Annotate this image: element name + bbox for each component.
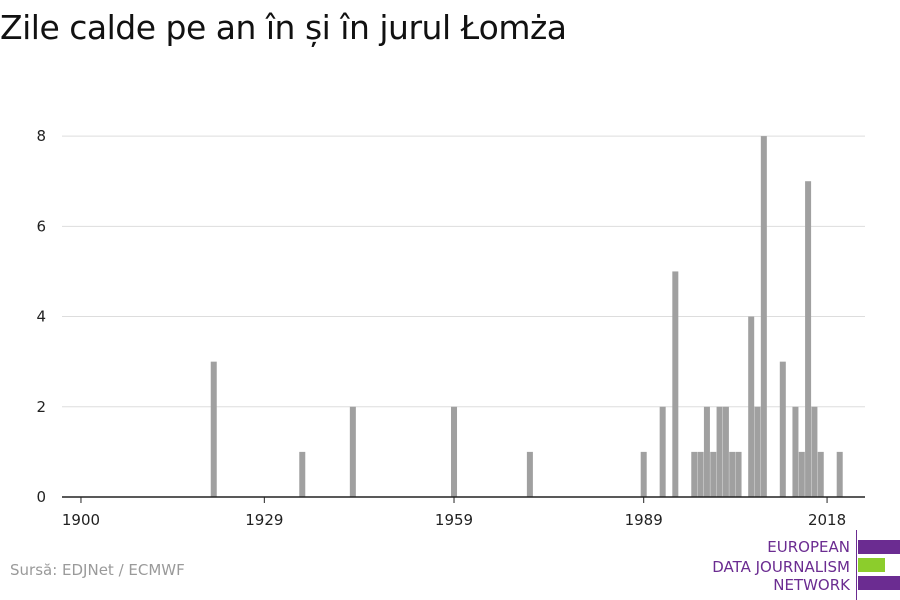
bar-1997 [691, 451, 698, 497]
bar-1994 [672, 271, 679, 497]
bar-2001 [716, 406, 723, 497]
logo-bar-purple-top [858, 540, 900, 554]
bar-1989 [640, 451, 647, 497]
x-tick-label: 2018 [808, 511, 846, 529]
y-tick-label: 0 [36, 488, 46, 506]
x-tick-label: 1929 [245, 511, 283, 529]
grid-lines [62, 135, 865, 408]
bar-2014 [798, 451, 805, 497]
bar-2004 [735, 451, 742, 497]
bar-2008 [760, 136, 767, 497]
source-note: Sursă: EDJNet / ECMWF [10, 561, 185, 579]
bar-1959 [451, 406, 458, 497]
x-tick-labels: 1900 1929 1959 1989 2018 [62, 511, 846, 529]
bar-1943 [349, 406, 356, 497]
logo-line-network: NETWORK [773, 576, 850, 594]
bar-1998 [697, 451, 704, 497]
bars [210, 136, 843, 498]
logo-line-european: EUROPEAN [767, 538, 850, 556]
bar-1999 [703, 406, 710, 497]
y-tick-labels: 0 2 4 6 8 [36, 127, 46, 506]
x-tick-label: 1989 [625, 511, 663, 529]
edjnet-logo: EUROPEAN DATA JOURNALISM NETWORK [700, 530, 900, 600]
logo-divider [856, 530, 857, 600]
bar-2007 [754, 406, 761, 497]
bar-2016 [811, 406, 818, 497]
y-tick-label: 4 [36, 308, 46, 326]
x-tick-label: 1900 [62, 511, 100, 529]
bar-2003 [729, 451, 736, 497]
y-tick-label: 2 [36, 398, 46, 416]
bar-1992 [659, 406, 666, 497]
bar-2011 [779, 361, 786, 497]
logo-bar-green [858, 558, 885, 572]
bar-2020 [836, 451, 843, 497]
bar-2013 [792, 406, 799, 497]
bar-2006 [748, 316, 755, 497]
logo-bar-purple-bottom [858, 576, 900, 590]
bar-2015 [805, 181, 812, 498]
bar-1935 [299, 451, 306, 497]
bar-2017 [817, 451, 824, 497]
x-tick-label: 1959 [435, 511, 473, 529]
y-tick-label: 8 [36, 127, 46, 145]
x-axis [62, 496, 865, 503]
bar-2000 [710, 451, 717, 497]
bar-1971 [526, 451, 533, 497]
chart-title: Zile calde pe an în și în jurul Łomża [0, 8, 567, 47]
logo-line-data-journalism: DATA JOURNALISM [712, 558, 850, 576]
bar-1921 [210, 361, 217, 497]
y-tick-label: 6 [36, 217, 46, 235]
bar-2002 [722, 406, 729, 497]
